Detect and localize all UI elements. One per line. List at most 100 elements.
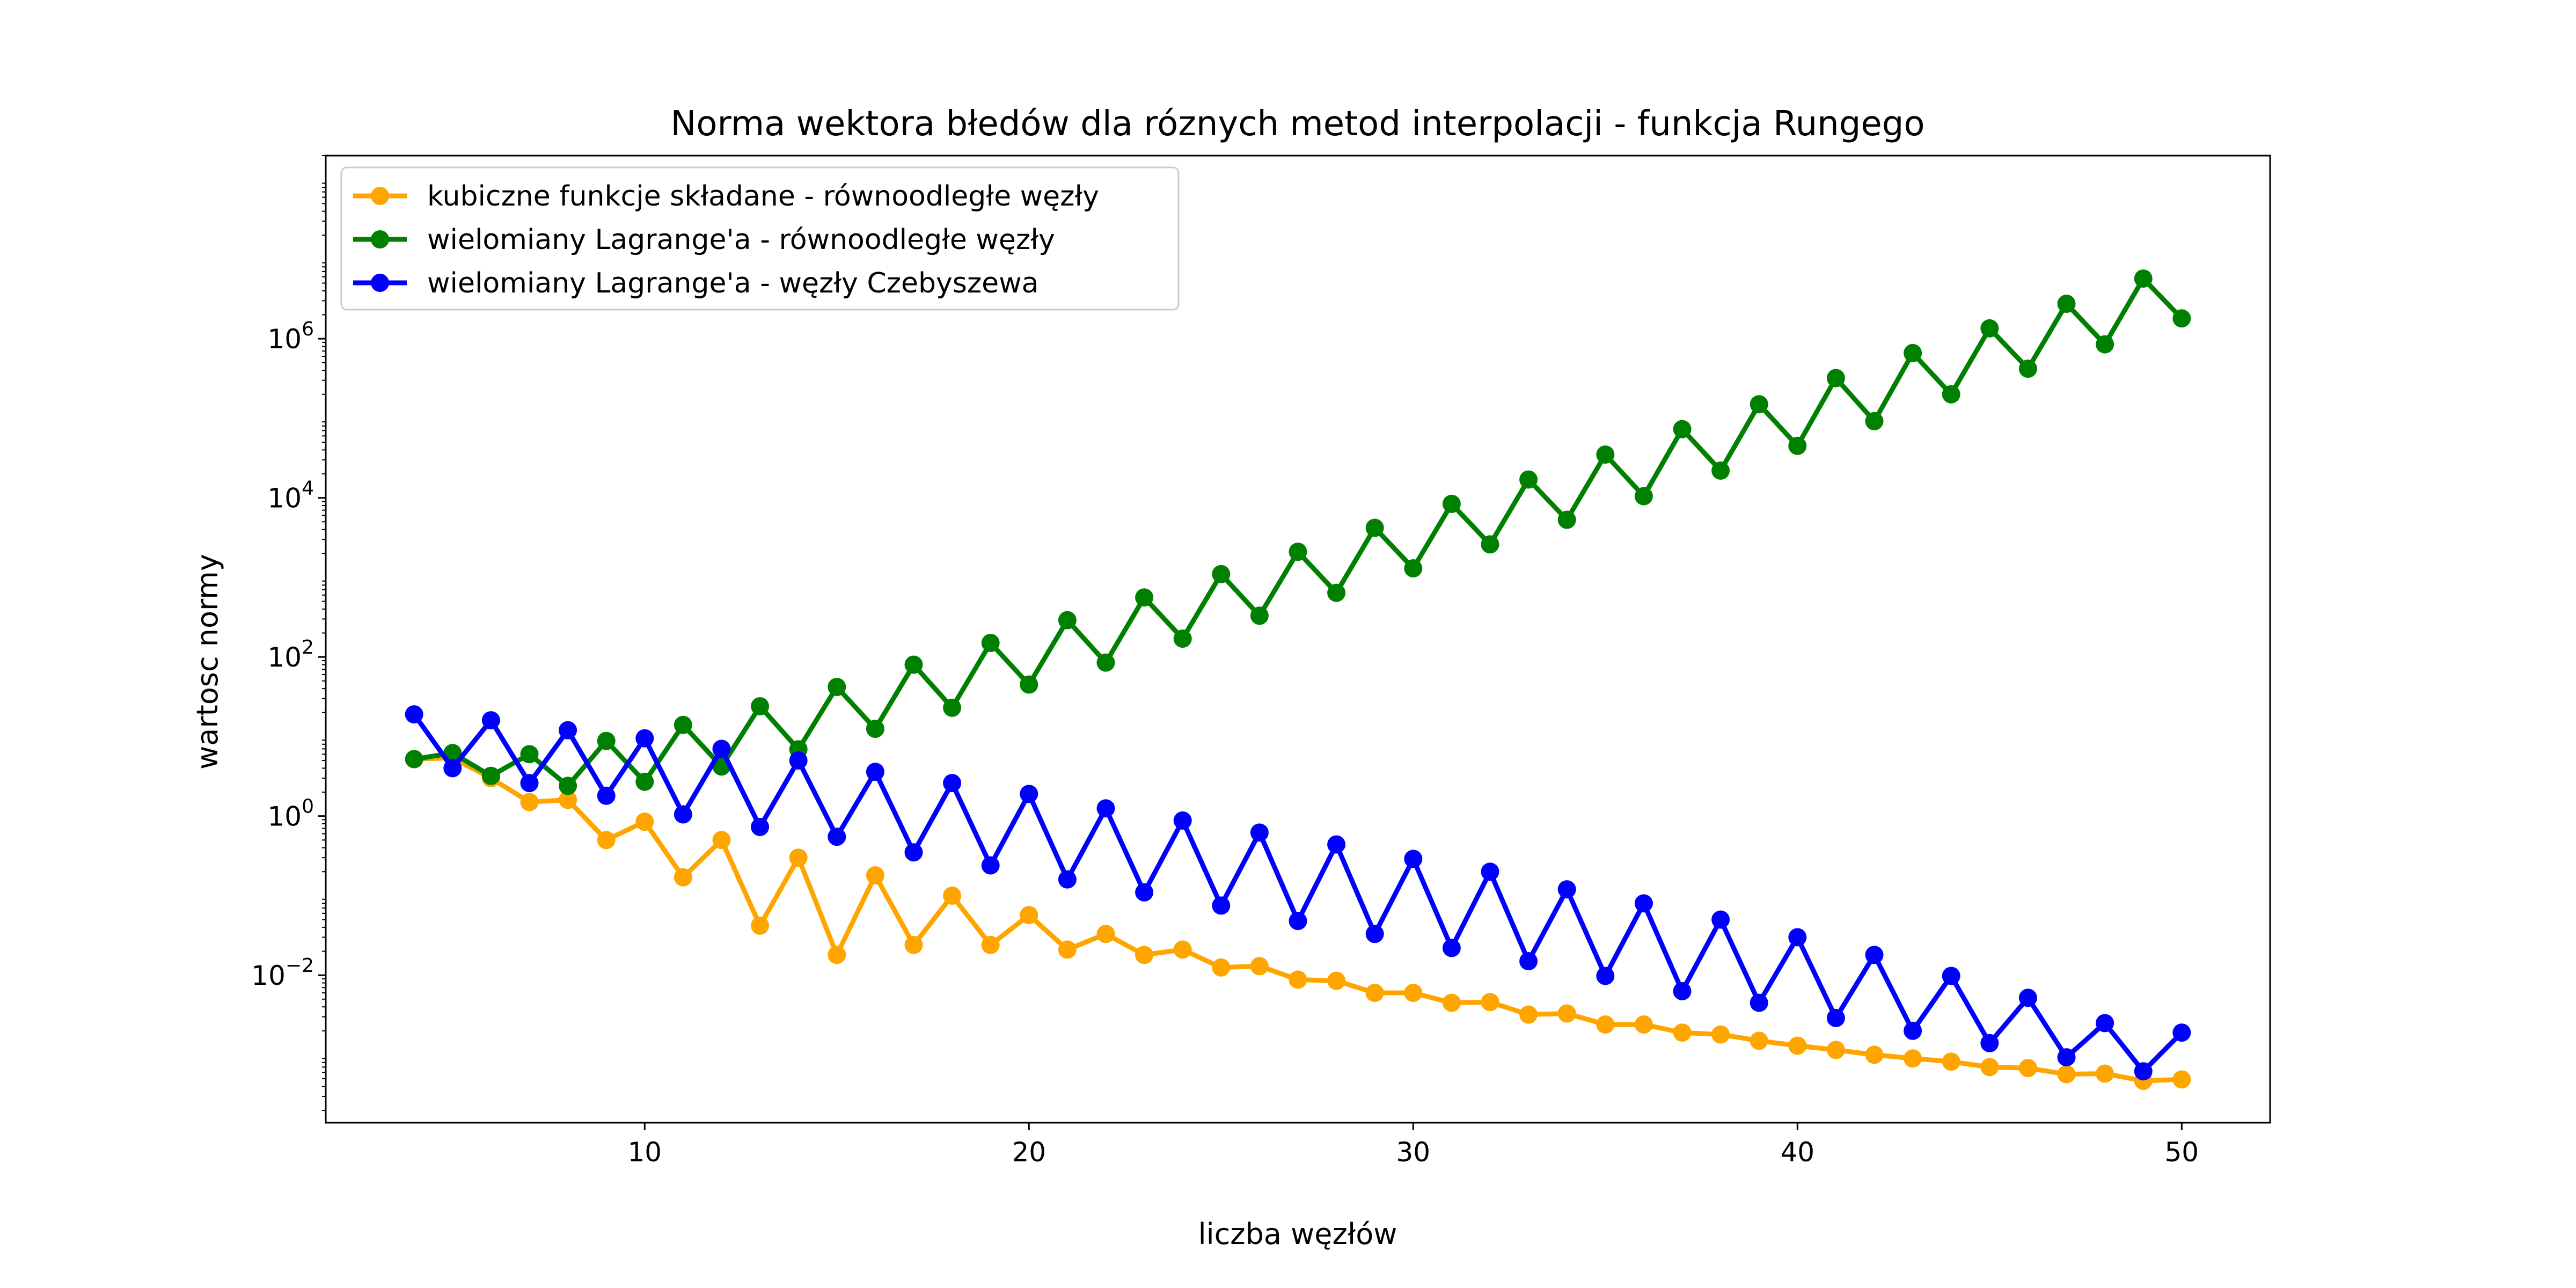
legend-label: wielomiany Lagrange'a - równoodległe węz…	[427, 224, 1055, 256]
series-3-point	[789, 751, 808, 770]
series-2-point	[1442, 494, 1461, 513]
series-3-point	[1404, 850, 1423, 868]
series-3-point	[2057, 1048, 2076, 1067]
series-1-point	[1212, 958, 1231, 977]
series-2-point	[751, 697, 770, 716]
series-3	[405, 705, 2191, 1081]
series-2-point	[1711, 461, 1730, 480]
series-3-point	[1788, 928, 1807, 947]
series-3-point	[2096, 1014, 2114, 1033]
series-3-point	[751, 817, 770, 836]
series-2-point	[2134, 269, 2153, 288]
y-tick-label: 10−2	[251, 955, 314, 991]
series-1-point	[1365, 984, 1384, 1002]
series-1-point	[1442, 993, 1461, 1012]
series-3-point	[1289, 912, 1307, 931]
series-3-point	[1865, 946, 1884, 964]
series-1-point	[751, 916, 770, 935]
series-2-point	[1212, 565, 1231, 583]
series-1-point	[1865, 1045, 1884, 1064]
series-1-point	[904, 935, 923, 954]
series-2-point	[1826, 369, 1845, 387]
series-3-point	[1250, 823, 1269, 842]
series-1-point	[866, 866, 884, 885]
series-1-point	[1404, 984, 1423, 1002]
series-2-point	[2057, 295, 2076, 313]
series-1-point	[1711, 1025, 1730, 1044]
legend: kubiczne funkcje składane - równoodległe…	[340, 166, 1180, 311]
legend-box	[340, 166, 1180, 311]
series-1-point	[943, 886, 962, 905]
y-tick-label: 104	[267, 478, 314, 514]
x-axis-label: liczba węzłów	[1198, 1217, 1397, 1251]
y-tick-label: 106	[267, 318, 314, 355]
series-1-point	[520, 793, 539, 811]
series-2-point	[1327, 583, 1346, 602]
series-1-point	[2057, 1065, 2076, 1084]
x-axis: 10 20 30 40 50	[627, 1123, 2199, 1168]
series-1-point	[597, 831, 616, 850]
series-3-point	[1634, 894, 1653, 913]
series-3-point	[1519, 952, 1538, 971]
series-1	[405, 749, 2191, 1091]
series-1-point	[712, 831, 731, 850]
series-3-point	[1365, 925, 1384, 943]
legend-item-2: wielomiany Lagrange'a - równoodległe węz…	[353, 224, 1055, 256]
series-3-point	[1442, 939, 1461, 957]
x-tick-label: 50	[2165, 1137, 2199, 1168]
series-2-point	[1980, 319, 1999, 338]
series-3-point	[1904, 1021, 1922, 1040]
series-3-point	[2018, 989, 2037, 1007]
series-2	[405, 269, 2191, 795]
series-1-point	[2018, 1059, 2037, 1078]
series-2-point	[2018, 359, 2037, 378]
series-2-point	[1750, 395, 1768, 414]
series-3-point	[1096, 799, 1115, 818]
legend-label: kubiczne funkcje składane - równoodległe…	[427, 180, 1099, 213]
series-2-point	[443, 744, 462, 763]
series-2-point	[1135, 588, 1154, 607]
series-1-point	[1250, 957, 1269, 976]
series-3-point	[1135, 883, 1154, 902]
series-2-point	[943, 698, 962, 717]
series-layer	[405, 269, 2191, 1091]
series-1-point	[1788, 1036, 1807, 1055]
series-3-point	[1058, 870, 1077, 889]
x-tick-label: 10	[627, 1137, 662, 1168]
series-2-point	[2096, 335, 2114, 354]
series-3-point	[1020, 785, 1038, 803]
plot-area	[325, 155, 2271, 1124]
series-2-point	[904, 655, 923, 674]
plot-frame	[325, 155, 2271, 1124]
series-3-point	[1557, 880, 1576, 899]
series-1-point	[1904, 1049, 1922, 1068]
series-1-point	[1942, 1052, 1960, 1071]
series-1-point	[1135, 946, 1154, 964]
legend-swatch-marker	[371, 274, 389, 292]
x-tick-label: 40	[1780, 1137, 1814, 1168]
series-2-point	[1481, 535, 1499, 554]
series-1-point	[1096, 925, 1115, 943]
y-tick-label: 102	[267, 636, 314, 673]
series-2-point	[1020, 675, 1038, 694]
series-3-point	[1750, 993, 1768, 1012]
series-2-point	[828, 678, 846, 697]
series-3-point	[2172, 1023, 2191, 1042]
series-2-point	[1289, 543, 1307, 561]
series-2-point	[481, 766, 500, 785]
series-2-point	[2172, 309, 2191, 328]
series-3-point	[981, 856, 1000, 875]
series-3-point	[828, 828, 846, 846]
series-2-point	[1788, 436, 1807, 455]
series-2-point	[1596, 445, 1615, 464]
series-3-point	[1826, 1008, 1845, 1027]
series-2-point	[1865, 412, 1884, 430]
series-2-point	[674, 715, 692, 734]
series-1-point	[1673, 1023, 1692, 1042]
series-3-point	[1980, 1034, 1999, 1052]
series-3-point	[1673, 982, 1692, 1000]
series-2-point	[1250, 606, 1269, 625]
series-3-point	[1711, 910, 1730, 929]
series-1-point	[1289, 970, 1307, 989]
